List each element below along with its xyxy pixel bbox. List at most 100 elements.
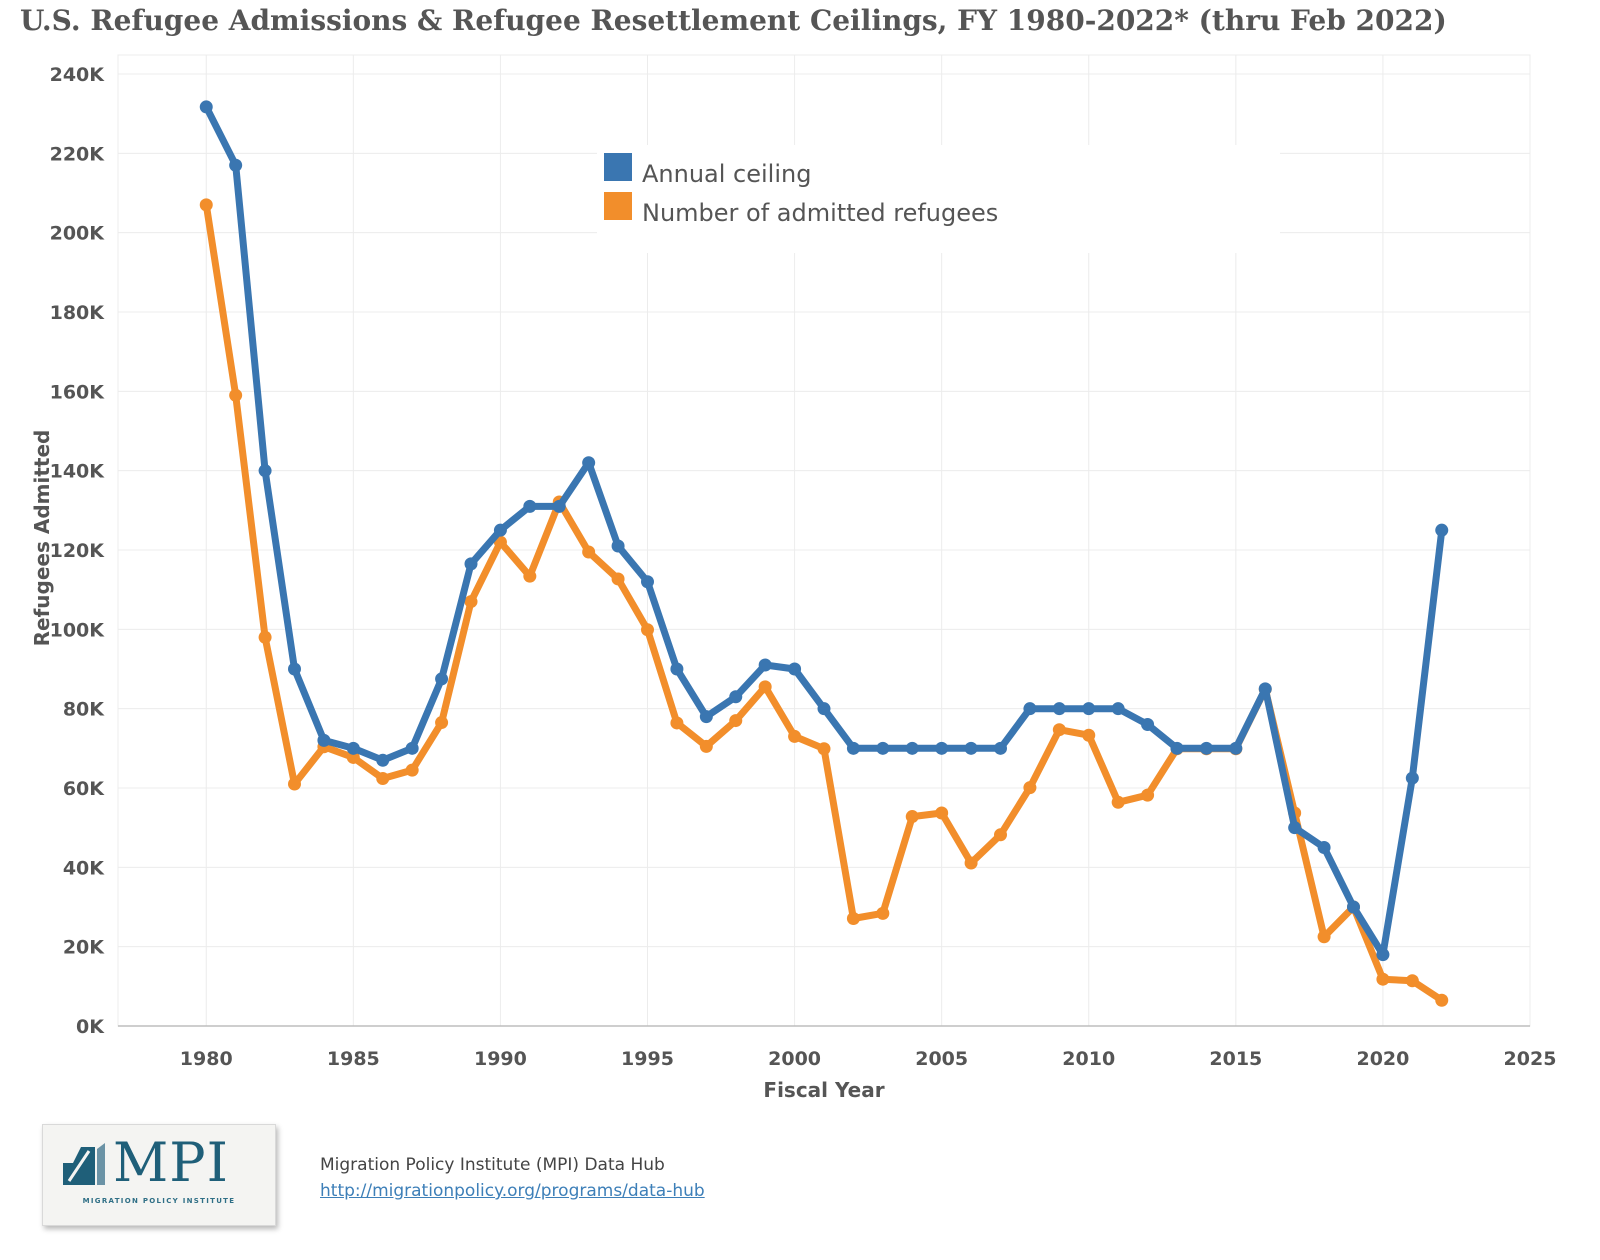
data-point-annual-ceiling xyxy=(258,464,272,478)
y-tick-label: 120K xyxy=(50,540,106,562)
y-tick-label: 20K xyxy=(63,937,105,959)
chart-area: 0K 20K 40K 60K 80K 100K 120K 140K 160K 180K 200K 22… xyxy=(30,54,1557,1102)
mpi-logo: MPI MIGRATION POLICY INSTITUTE xyxy=(42,1124,276,1226)
mpi-logo-subtitle: MIGRATION POLICY INSTITUTE xyxy=(82,1197,236,1205)
x-tick-label: 2005 xyxy=(915,1048,968,1070)
data-point-annual-ceiling xyxy=(288,662,301,676)
data-point-annual-ceiling xyxy=(1405,771,1419,785)
data-point-annual-ceiling xyxy=(552,499,566,513)
y-tick-label: 240K xyxy=(50,64,106,86)
data-point-number-of-admitted-refugees xyxy=(1317,930,1331,944)
data-point-annual-ceiling xyxy=(1111,702,1125,716)
data-point-annual-ceiling xyxy=(1199,741,1213,755)
data-point-annual-ceiling xyxy=(1141,718,1155,732)
data-point-annual-ceiling xyxy=(964,741,978,755)
y-tick-label: 180K xyxy=(50,302,106,324)
y-tick-label: 80K xyxy=(63,699,105,721)
data-point-number-of-admitted-refugees xyxy=(464,595,478,609)
legend-background xyxy=(597,145,1280,253)
data-point-number-of-admitted-refugees xyxy=(435,716,449,730)
data-point-number-of-admitted-refugees xyxy=(964,856,978,870)
data-point-number-of-admitted-refugees xyxy=(994,828,1007,842)
axes: 0K 20K 40K 60K 80K 100K 120K 140K 160K 180K 200K 22… xyxy=(50,64,1557,1070)
data-point-number-of-admitted-refugees xyxy=(1141,788,1155,802)
data-point-annual-ceiling xyxy=(1288,821,1302,835)
x-tick-label: 1995 xyxy=(621,1048,674,1070)
data-point-annual-ceiling xyxy=(464,557,478,571)
data-point-number-of-admitted-refugees xyxy=(229,388,243,402)
y-tick-label: 140K xyxy=(50,461,106,483)
data-point-annual-ceiling xyxy=(376,753,390,767)
data-point-annual-ceiling xyxy=(493,523,507,537)
data-point-annual-ceiling xyxy=(935,741,949,755)
data-point-number-of-admitted-refugees xyxy=(376,771,390,785)
data-point-number-of-admitted-refugees xyxy=(582,545,596,559)
y-tick-label: 200K xyxy=(50,223,106,245)
x-tick-label: 1980 xyxy=(180,1048,233,1070)
source-link[interactable]: http://migrationpolicy.org/programs/data… xyxy=(320,1181,705,1201)
mpi-logo-text: MPI xyxy=(113,1131,229,1194)
data-point-annual-ceiling xyxy=(1258,682,1272,696)
data-point-annual-ceiling xyxy=(346,741,360,755)
data-point-annual-ceiling xyxy=(1435,523,1449,537)
data-point-number-of-admitted-refugees xyxy=(288,777,301,791)
data-point-annual-ceiling xyxy=(729,690,743,704)
data-point-annual-ceiling xyxy=(229,158,243,172)
data-point-annual-ceiling xyxy=(1052,702,1066,716)
source-label: Migration Policy Institute (MPI) Data Hu… xyxy=(320,1155,665,1175)
data-point-annual-ceiling xyxy=(1082,702,1096,716)
y-tick-label: 160K xyxy=(50,381,106,403)
legend-label-annual-ceiling: Annual ceiling xyxy=(642,160,811,188)
data-point-annual-ceiling xyxy=(405,741,419,755)
data-point-number-of-admitted-refugees xyxy=(405,763,419,777)
data-point-annual-ceiling xyxy=(817,702,831,716)
data-point-annual-ceiling xyxy=(199,100,213,114)
data-point-number-of-admitted-refugees xyxy=(641,623,654,637)
data-point-annual-ceiling xyxy=(788,662,802,676)
data-point-number-of-admitted-refugees xyxy=(905,810,919,824)
data-point-number-of-admitted-refugees xyxy=(876,906,890,920)
chart-title: U.S. Refugee Admissions & Refugee Resett… xyxy=(20,4,1447,37)
data-point-annual-ceiling xyxy=(611,539,625,553)
data-point-annual-ceiling xyxy=(641,575,654,589)
data-point-number-of-admitted-refugees xyxy=(1111,795,1125,809)
data-point-annual-ceiling xyxy=(758,658,772,672)
data-point-annual-ceiling xyxy=(876,741,890,755)
series-lines xyxy=(199,100,1449,1007)
data-point-number-of-admitted-refugees xyxy=(758,680,772,694)
data-point-annual-ceiling xyxy=(1229,741,1243,755)
data-point-number-of-admitted-refugees xyxy=(346,750,360,764)
x-tick-label: 1990 xyxy=(474,1048,527,1070)
data-point-number-of-admitted-refugees xyxy=(523,569,537,583)
source-credit: Migration Policy Institute (MPI) Data Hu… xyxy=(320,1152,705,1204)
data-point-annual-ceiling xyxy=(846,741,860,755)
x-tick-label: 1985 xyxy=(327,1048,380,1070)
legend-label-admitted-refugees: Number of admitted refugees xyxy=(642,199,998,227)
data-point-annual-ceiling xyxy=(523,499,537,513)
data-point-annual-ceiling xyxy=(699,710,713,724)
y-tick-label: 100K xyxy=(50,619,106,641)
data-point-number-of-admitted-refugees xyxy=(1023,781,1037,795)
y-tick-label: 40K xyxy=(63,857,105,879)
data-point-number-of-admitted-refugees xyxy=(1405,974,1419,988)
data-point-number-of-admitted-refugees xyxy=(199,198,213,212)
x-axis-title: Fiscal Year xyxy=(763,1078,884,1102)
data-point-number-of-admitted-refugees xyxy=(1082,728,1096,742)
x-tick-label: 2015 xyxy=(1209,1048,1262,1070)
data-point-annual-ceiling xyxy=(994,741,1007,755)
data-point-annual-ceiling xyxy=(1347,900,1360,914)
data-point-number-of-admitted-refugees xyxy=(1376,972,1390,986)
x-tick-label: 2010 xyxy=(1062,1048,1115,1070)
data-point-number-of-admitted-refugees xyxy=(846,912,860,926)
data-point-number-of-admitted-refugees xyxy=(935,806,949,820)
mpi-logo-mark-icon xyxy=(63,1143,105,1185)
series-line-number-of-admitted-refugees xyxy=(202,201,1446,1004)
data-point-number-of-admitted-refugees xyxy=(788,729,802,743)
data-point-annual-ceiling xyxy=(317,733,331,747)
y-tick-label: 60K xyxy=(63,778,105,800)
data-point-number-of-admitted-refugees xyxy=(729,714,743,728)
data-point-annual-ceiling xyxy=(1376,948,1390,962)
data-point-annual-ceiling xyxy=(1170,741,1184,755)
data-point-number-of-admitted-refugees xyxy=(611,572,625,586)
data-point-number-of-admitted-refugees xyxy=(699,739,713,753)
